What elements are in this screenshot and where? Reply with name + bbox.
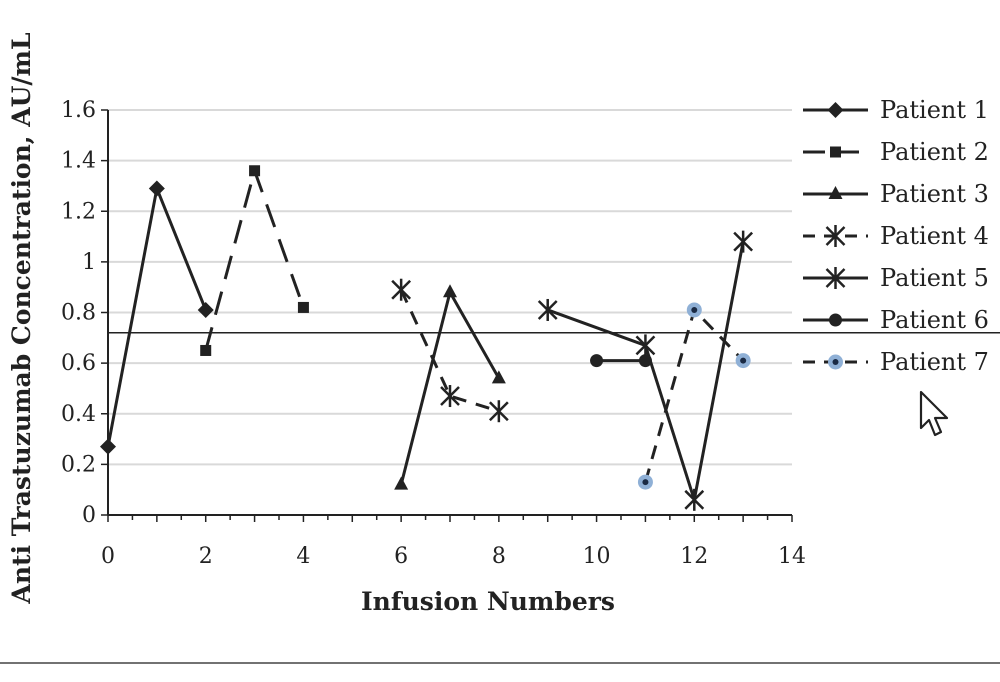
series-1 (100, 180, 214, 455)
series-2 (200, 165, 309, 356)
series-line (547, 241, 745, 502)
legend-label: Patient 5 (880, 264, 989, 292)
data-point (440, 385, 460, 408)
series-line (399, 289, 500, 413)
legend: Patient 1 Patient 2 Patient 3 Patient 4 Pati… (803, 96, 989, 376)
legend-label: Patient 2 (880, 138, 989, 166)
legend-marker (825, 225, 846, 247)
mouse-pointer-icon (919, 390, 949, 437)
y-tick-label: 0.6 (61, 351, 96, 376)
y-axis-title: Anti Trastuzumab Concentration, AU/mL (7, 32, 36, 605)
data-point (200, 344, 212, 356)
legend-marker (829, 313, 842, 327)
data-point (100, 438, 116, 455)
y-tick-label: 1.2 (61, 199, 96, 224)
x-axis-title: Infusion Numbers (361, 587, 615, 616)
legend-item: Patient 5 (803, 264, 989, 292)
legend-item: Patient 2 (803, 138, 989, 166)
legend-item: Patient 6 (803, 306, 989, 334)
series-5 (537, 230, 754, 511)
data-point (684, 488, 705, 511)
legend-label: Patient 4 (880, 222, 989, 250)
data-point (391, 278, 412, 301)
x-tick-label: 4 (296, 544, 310, 569)
legend-marker (827, 102, 844, 118)
series-3 (394, 284, 506, 490)
y-tick-label: 0.4 (61, 402, 96, 427)
data-point (197, 301, 214, 318)
data-point (733, 230, 754, 253)
legend-marker (828, 186, 843, 199)
data-point (635, 334, 656, 357)
data-point (394, 476, 409, 490)
y-tick-label: 0 (82, 503, 96, 528)
legend-label: Patient 3 (880, 180, 989, 208)
x-tick-label: 0 (101, 544, 115, 569)
y-tick-label: 1.6 (61, 98, 96, 123)
data-point (590, 354, 604, 368)
legend-marker (830, 146, 841, 158)
legend-label: Patient 6 (880, 306, 989, 334)
series-line (106, 186, 208, 447)
series-6 (590, 354, 652, 368)
legend-marker (828, 354, 843, 370)
legend-marker (825, 267, 846, 289)
x-tick-label: 6 (394, 544, 408, 569)
legend-item: Patient 3 (803, 180, 989, 208)
x-tick-label: 8 (492, 544, 506, 569)
x-tick-label: 10 (583, 544, 611, 569)
data-point (491, 370, 506, 384)
y-tick-label: 1.4 (61, 149, 96, 174)
y-tick-label: 0.2 (61, 452, 96, 477)
y-tick-label: 1 (82, 250, 96, 275)
legend-item: Patient 1 (803, 96, 989, 124)
series-line (204, 169, 305, 351)
axes: 0 0.2 0.4 0.6 0.8 1 1.2 1.4 1.6 0 2 4 6 8 10 12 14 (61, 98, 806, 569)
x-tick-label: 14 (778, 544, 806, 569)
data-point (443, 284, 457, 298)
x-tick-label: 12 (680, 544, 708, 569)
data-point (249, 165, 261, 177)
series-7 (637, 302, 751, 490)
legend-label: Patient 1 (880, 96, 989, 124)
data-point (637, 474, 653, 490)
legend-item: Patient 7 (803, 348, 989, 376)
data-point (488, 400, 509, 423)
data-point (537, 298, 558, 321)
series-group (100, 165, 754, 511)
legend-label: Patient 7 (880, 348, 989, 376)
data-point (297, 301, 309, 313)
gridlines (108, 109, 792, 466)
x-tick-label: 2 (199, 544, 213, 569)
series-4 (391, 278, 509, 423)
legend-item: Patient 4 (803, 222, 989, 250)
data-point (148, 180, 165, 197)
data-point (686, 302, 702, 318)
data-point (638, 354, 652, 368)
data-point (735, 353, 751, 369)
y-tick-label: 0.8 (61, 301, 96, 326)
